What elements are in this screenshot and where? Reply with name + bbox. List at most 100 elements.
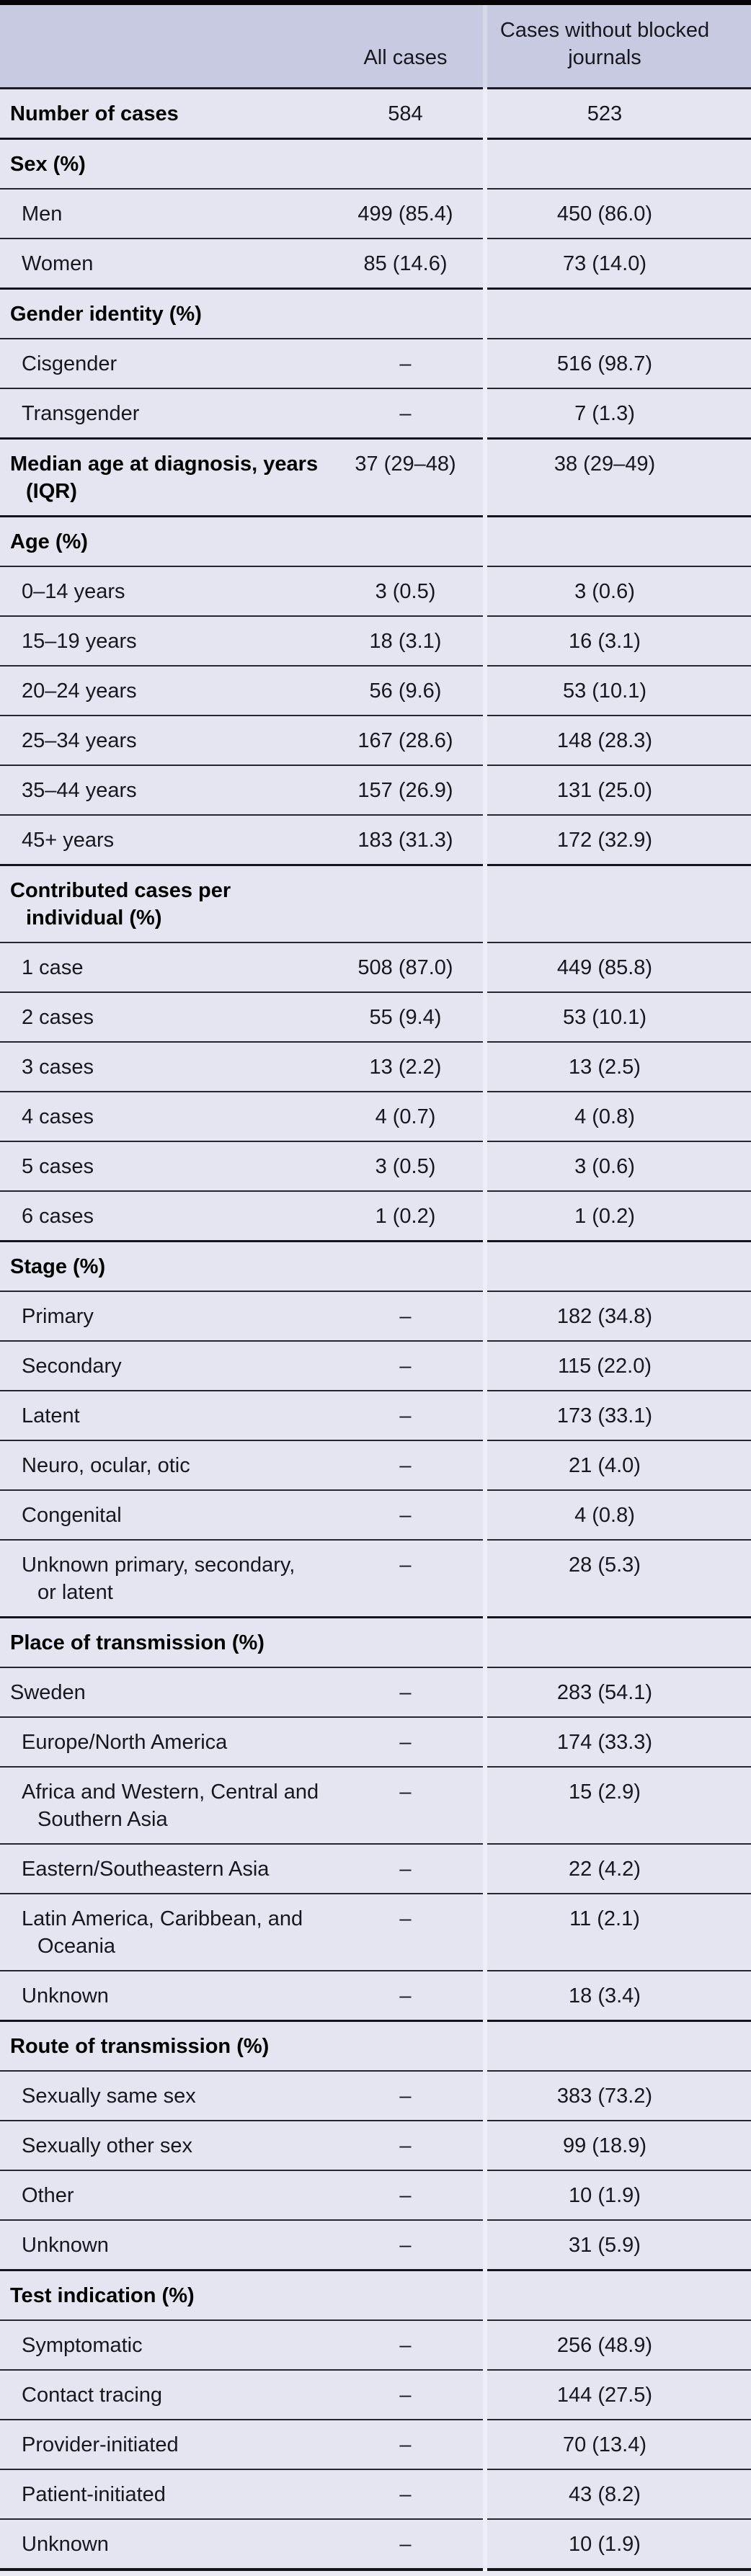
row-label: Test indication (%) (0, 2269, 328, 2320)
column-gap (483, 1490, 487, 1540)
column-gap (483, 2170, 487, 2220)
cell-cases-without-blocked-journals: 173 (33.1) (487, 1390, 751, 1440)
cell-all-cases: 167 (28.6) (328, 715, 483, 765)
row-label: Gender identity (%) (0, 288, 328, 339)
row-label: 45+ years (0, 814, 328, 865)
column-gap (483, 1092, 487, 1141)
column-gap (483, 1042, 487, 1092)
table-row: 15–19 years 18 (3.1) 16 (3.1) (0, 615, 751, 666)
table-row: Men 499 (85.4) 450 (86.0) (0, 188, 751, 239)
cell-all-cases: 3 (0.5) (328, 1141, 483, 1191)
cell-all-cases: – (328, 388, 483, 439)
column-gap (483, 2270, 487, 2320)
cell-cases-without-blocked-journals: 4 (0.8) (487, 1489, 751, 1540)
table-row: Latin America, Caribbean, and Oceania –11… (0, 1893, 751, 1971)
column-gap (483, 438, 487, 517)
cell-all-cases: – (328, 2120, 483, 2170)
row-label: Number of cases (0, 87, 328, 139)
row-label: 3 cases (0, 1041, 328, 1092)
cell-all-cases (328, 138, 483, 189)
cell-cases-without-blocked-journals: 21 (4.0) (487, 1440, 751, 1490)
column-gap (483, 189, 487, 239)
cell-all-cases: 508 (87.0) (328, 942, 483, 992)
cell-cases-without-blocked-journals: 10 (1.9) (487, 2170, 751, 2220)
cell-cases-without-blocked-journals: 3 (0.6) (487, 566, 751, 616)
row-label: Age (%) (0, 515, 328, 566)
table-row: Neuro, ocular, otic –21 (4.0) (0, 1440, 751, 1490)
cell-all-cases: – (328, 1291, 483, 1341)
column-gap (483, 516, 487, 566)
column-gap (483, 566, 487, 616)
table-row: Latent –173 (33.1) (0, 1390, 751, 1440)
cell-all-cases (328, 288, 483, 339)
row-label: Unknown (0, 1970, 328, 2021)
cell-cases-without-blocked-journals: 283 (54.1) (487, 1667, 751, 1717)
table-bottom-strip (0, 2571, 751, 2576)
cell-cases-without-blocked-journals (487, 515, 751, 566)
column-gap (483, 1341, 487, 1391)
cell-all-cases: – (328, 338, 483, 388)
row-label: Men (0, 188, 328, 239)
column-gap (483, 765, 487, 815)
cell-all-cases (328, 1240, 483, 1291)
table-header: All cases Cases without blocked journals (0, 0, 751, 89)
table-row: Test indication (%) (0, 2269, 751, 2320)
cell-all-cases: – (328, 1489, 483, 1540)
cell-cases-without-blocked-journals: 182 (34.8) (487, 1291, 751, 1341)
row-label: 25–34 years (0, 715, 328, 765)
column-gap (483, 616, 487, 666)
cell-all-cases: 183 (31.3) (328, 814, 483, 865)
cell-cases-without-blocked-journals: 174 (33.3) (487, 1716, 751, 1767)
table-row: 2 cases 55 (9.4) 53 (10.1) (0, 991, 751, 1042)
cell-all-cases: – (328, 1970, 483, 2021)
column-gap (483, 2121, 487, 2170)
row-label: Latent (0, 1390, 328, 1440)
row-label: Women (0, 238, 328, 289)
column-gap (483, 865, 487, 942)
column-gap (483, 1141, 487, 1191)
cell-all-cases (328, 864, 483, 942)
cell-cases-without-blocked-journals (487, 1240, 751, 1291)
cell-all-cases: 56 (9.6) (328, 665, 483, 716)
table-row: 3 cases 13 (2.2) 13 (2.5) (0, 1041, 751, 1092)
cell-cases-without-blocked-journals (487, 864, 751, 942)
table-row: 6 cases 1 (0.2) 1 (0.2) (0, 1190, 751, 1242)
cell-cases-without-blocked-journals: 523 (487, 87, 751, 139)
column-gap (483, 1617, 487, 1667)
table-row: Sweden –283 (54.1) (0, 1667, 751, 1717)
column-gap (483, 1291, 487, 1341)
table-row: Congenital –4 (0.8) (0, 1489, 751, 1540)
table-row: Number of cases 584 523 (0, 87, 751, 139)
row-label: Congenital (0, 1489, 328, 1540)
table-row: 5 cases 3 (0.5) 3 (0.6) (0, 1141, 751, 1191)
table-row: 1 case 508 (87.0) 449 (85.8) (0, 942, 751, 992)
cell-cases-without-blocked-journals: 53 (10.1) (487, 665, 751, 716)
table-row: Gender identity (%) (0, 288, 751, 339)
row-label: Contact tracing (0, 2369, 328, 2420)
cell-all-cases: 3 (0.5) (328, 566, 483, 616)
row-label: Patient-initiated (0, 2469, 328, 2519)
column-gap (483, 388, 487, 439)
row-label: Primary (0, 1291, 328, 1341)
cell-all-cases: 1 (0.2) (328, 1190, 483, 1242)
cell-all-cases: – (328, 2219, 483, 2270)
table-row: Median age at diagnosis, years (IQR) 37 (… (0, 437, 751, 517)
cell-all-cases: 4 (0.7) (328, 1091, 483, 1141)
column-gap (483, 2020, 487, 2071)
column-gap (483, 1241, 487, 1291)
cell-cases-without-blocked-journals: 383 (73.2) (487, 2070, 751, 2121)
cell-cases-without-blocked-journals: 7 (1.3) (487, 388, 751, 439)
cell-cases-without-blocked-journals: 449 (85.8) (487, 942, 751, 992)
cell-all-cases: 13 (2.2) (328, 1041, 483, 1092)
cell-cases-without-blocked-journals: 3 (0.6) (487, 1141, 751, 1191)
table-row: Europe/North America –174 (33.3) (0, 1716, 751, 1767)
row-label: 4 cases (0, 1091, 328, 1141)
column-gap (483, 2071, 487, 2121)
table-row: 0–14 years 3 (0.5) 3 (0.6) (0, 566, 751, 616)
cell-cases-without-blocked-journals (487, 288, 751, 339)
row-label: Neuro, ocular, otic (0, 1440, 328, 1490)
row-label: Unknown (0, 2518, 328, 2571)
cell-all-cases: – (328, 1440, 483, 1490)
